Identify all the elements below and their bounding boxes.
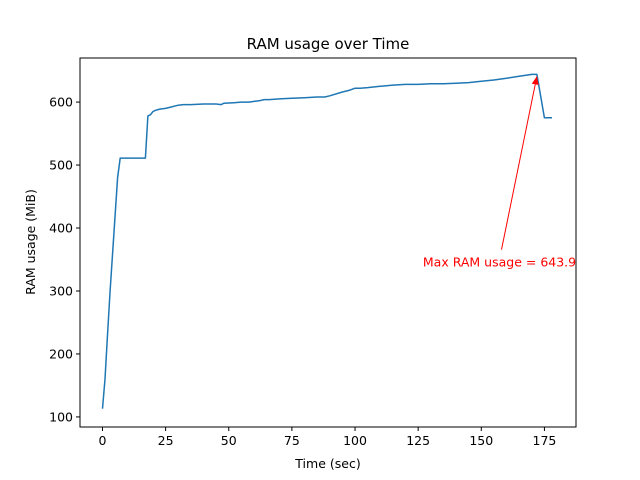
annotation-text: Max RAM usage = 643.9 xyxy=(423,255,576,270)
x-axis-label: Time (sec) xyxy=(294,456,360,471)
x-tick-label: 50 xyxy=(221,433,237,448)
chart-title: RAM usage over Time xyxy=(247,35,410,53)
y-tick-label: 600 xyxy=(49,95,73,110)
annotation-arrow-line xyxy=(501,76,538,250)
y-tick-label: 100 xyxy=(49,409,73,424)
series-line xyxy=(101,73,552,409)
max-annotation: Max RAM usage = 643.9 xyxy=(423,76,576,270)
y-tick-label: 500 xyxy=(49,158,73,173)
x-tick-label: 150 xyxy=(469,433,493,448)
x-tick-label: 25 xyxy=(158,433,174,448)
y-tick-label: 400 xyxy=(49,221,73,236)
annotation-arrow-head xyxy=(531,76,539,85)
x-tick-label: 125 xyxy=(406,433,430,448)
y-tick-label: 300 xyxy=(49,283,73,298)
axes-frame xyxy=(79,57,577,428)
y-axis-ticks: 100 200 300 400 500 600 xyxy=(49,95,80,424)
y-axis-label: RAM usage (MiB) xyxy=(23,189,38,295)
x-tick-label: 100 xyxy=(343,433,367,448)
x-tick-label: 0 xyxy=(99,433,107,448)
x-axis-ticks: 0 25 50 75 100 125 150 175 xyxy=(99,427,557,448)
plot-area xyxy=(101,73,552,409)
x-tick-label: 175 xyxy=(533,433,557,448)
y-tick-label: 200 xyxy=(49,346,73,361)
x-tick-label: 75 xyxy=(284,433,300,448)
